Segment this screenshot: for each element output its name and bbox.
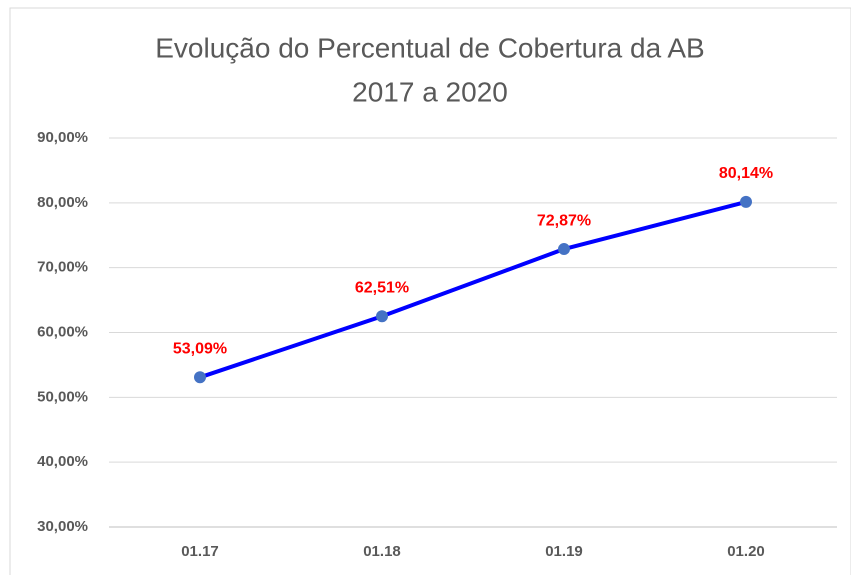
y-tick-label: 80,00% xyxy=(37,194,88,211)
chart-border xyxy=(9,7,851,575)
data-label: 53,09% xyxy=(173,341,227,358)
line xyxy=(199,199,747,380)
x-tick-label: 01.19 xyxy=(545,543,583,560)
y-tick-label: 90,00% xyxy=(37,129,88,146)
marker xyxy=(194,371,206,384)
chart-title: 2017 a 2020 xyxy=(352,76,508,107)
x-tick-label: 01.17 xyxy=(181,543,219,560)
marker xyxy=(558,243,570,256)
marker xyxy=(376,310,388,323)
chart-title: Evolução do Percentual de Cobertura da A… xyxy=(155,32,704,63)
data-label: 72,87% xyxy=(537,212,591,229)
y-tick-label: 60,00% xyxy=(37,323,88,340)
data-label: 80,14% xyxy=(719,165,773,182)
y-tick-label: 50,00% xyxy=(37,388,88,405)
y-tick-label: 70,00% xyxy=(37,259,88,276)
x-tick-label: 01.18 xyxy=(363,543,401,560)
data-label: 62,51% xyxy=(355,279,409,296)
x-tick-label: 01.20 xyxy=(727,543,765,560)
y-tick-label: 40,00% xyxy=(37,453,88,470)
y-tick-label: 30,00% xyxy=(37,518,88,535)
marker xyxy=(740,195,752,208)
